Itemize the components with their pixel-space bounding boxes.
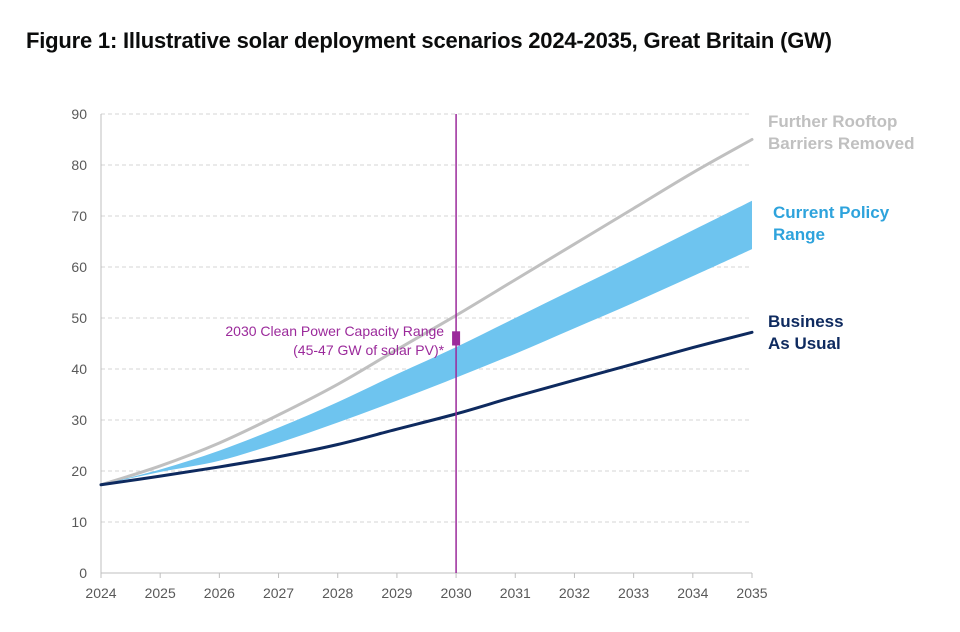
x-tick-label: 2029: [381, 585, 412, 601]
x-tick-label: 2030: [441, 585, 472, 601]
business-as-usual-label: Business: [768, 312, 844, 331]
y-tick-label: 40: [71, 361, 87, 377]
y-tick-label: 70: [71, 208, 87, 224]
y-tick-label: 80: [71, 157, 87, 173]
capacity-range-annotation-line: (45-47 GW of solar PV)*: [293, 342, 444, 358]
x-tick-label: 2028: [322, 585, 353, 601]
x-tick-label: 2027: [263, 585, 294, 601]
y-tick-label: 10: [71, 514, 87, 530]
further-rooftop-barriers-removed-label: Barriers Removed: [768, 134, 914, 153]
series-group: [99, 138, 754, 487]
capacity-range-annotation-line: 2030 Clean Power Capacity Range: [225, 323, 444, 339]
current-policy-range-label: Range: [773, 225, 825, 244]
figure-title: Figure 1: Illustrative solar deployment …: [26, 28, 832, 53]
x-tick-label: 2031: [500, 585, 531, 601]
y-tick-label: 50: [71, 310, 87, 326]
x-tick-label: 2024: [85, 585, 116, 601]
business-as-usual-line: [99, 330, 754, 487]
current-policy-range-label: Current Policy: [773, 203, 890, 222]
x-tick-label: 2026: [204, 585, 235, 601]
x-tick-label: 2035: [736, 585, 767, 601]
y-tick-label: 0: [79, 565, 87, 581]
y-tick-label: 90: [71, 106, 87, 122]
series-labels: 2030 Clean Power Capacity Range (45-47 GW…: [225, 112, 914, 358]
further-rooftop-barriers-removed-label: Further Rooftop: [768, 112, 897, 131]
marker-group: [452, 114, 461, 573]
y-tick-label: 30: [71, 412, 87, 428]
y-tick-label: 20: [71, 463, 87, 479]
x-tick-label: 2032: [559, 585, 590, 601]
business-as-usual-label: As Usual: [768, 334, 841, 353]
y-tick-label: 60: [71, 259, 87, 275]
x-tick-label: 2025: [145, 585, 176, 601]
capacity-range-bar: [452, 331, 461, 346]
x-tick-label: 2034: [677, 585, 708, 601]
gridlines: [101, 113, 752, 523]
further-rooftop-barriers-removed-line: [99, 138, 754, 487]
x-tick-label: 2033: [618, 585, 649, 601]
